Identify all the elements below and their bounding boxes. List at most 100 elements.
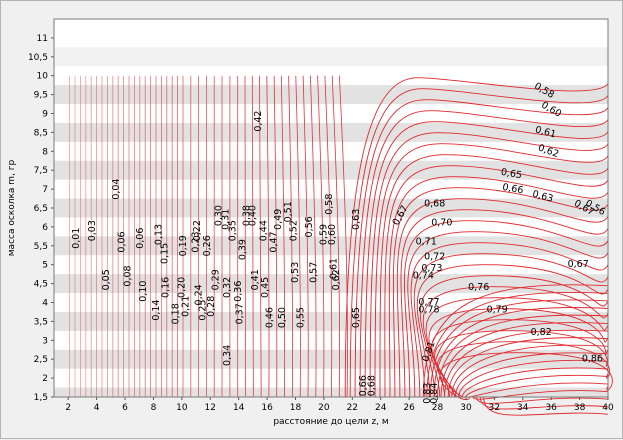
contour-label-text: 0,82 <box>531 327 552 338</box>
contour-line <box>266 75 270 398</box>
y-tick-label: 4 <box>42 299 48 309</box>
contour-label-text: 0,31 <box>220 209 231 230</box>
contour-label: 0,16 <box>161 277 172 298</box>
contour-line <box>416 264 609 398</box>
contour-label: 0,31 <box>220 209 231 230</box>
contour-label: 0,56 <box>304 216 315 237</box>
contour-label: 0,53 <box>290 262 301 283</box>
x-tick-label: 8 <box>151 403 157 413</box>
contour-line <box>354 99 609 398</box>
y-tick-label: 9 <box>42 110 48 120</box>
contour-label-text: 0,19 <box>178 235 189 256</box>
contour-line <box>407 231 609 398</box>
contour-label: 0,29 <box>210 269 221 290</box>
y-tick-label: 7,5 <box>34 166 48 176</box>
contour-line <box>244 75 246 398</box>
contour-lines <box>69 75 613 416</box>
contour-label-text: 0,26 <box>202 235 213 256</box>
contour-label: 0,49 <box>273 209 284 230</box>
contour-line <box>392 187 609 398</box>
contour-label: 0,78 <box>418 305 439 316</box>
contour-label-text: 0,67 <box>568 259 589 270</box>
contour-label-text: 0,66 <box>358 375 369 396</box>
contour-line <box>295 75 301 398</box>
contour-line <box>439 352 613 401</box>
x-tick-label: 4 <box>94 403 100 413</box>
contour-line <box>425 297 609 398</box>
contour-label-text: 0,65 <box>500 167 523 182</box>
contour-label: 0,47 <box>269 231 280 252</box>
contour-label-text: 0,41 <box>250 269 261 290</box>
contour-line <box>433 307 609 398</box>
contour-label-text: 0,79 <box>487 305 508 316</box>
plot-empty-top <box>54 19 608 76</box>
contour-label-text: 0,06 <box>117 231 128 252</box>
contour-label-text: 0,71 <box>416 237 437 248</box>
contour-label: 0,03 <box>87 220 98 241</box>
contour-label: 0,13 <box>154 224 165 245</box>
x-tick-label: 6 <box>122 403 128 413</box>
contour-label: 0,06 <box>135 228 146 249</box>
contour-label: 0,84 <box>429 383 440 404</box>
contour-line <box>384 165 609 398</box>
contour-label-text: 0,52 <box>289 220 300 241</box>
contour-line <box>429 299 609 398</box>
contour-label: 0,06 <box>117 231 128 252</box>
contour-label-text: 0,51 <box>283 201 294 222</box>
contour-label: 0,74 <box>413 271 434 282</box>
grid-band <box>54 160 608 180</box>
contour-label: 0,34 <box>222 345 233 366</box>
contour-label: 0,24 <box>193 284 204 305</box>
contour-line <box>472 390 609 400</box>
contour-label: 0,67 <box>568 259 589 270</box>
contour-line <box>447 337 609 398</box>
contour-label-text: 0,83 <box>422 383 433 404</box>
contour-label: 0,68 <box>367 375 378 396</box>
contour-label-text: 0,25 <box>198 300 209 321</box>
contour-line <box>454 352 609 398</box>
x-tick-label: 10 <box>176 403 188 413</box>
contour-label-text: 0,45 <box>260 277 271 298</box>
contour-label: 0,14 <box>151 300 162 321</box>
contour-label: 0,35 <box>228 220 239 241</box>
contour-line <box>369 132 609 398</box>
contour-line <box>310 75 317 398</box>
contour-label: 0,62 <box>331 269 342 290</box>
y-tick-label: 7 <box>42 185 48 195</box>
contour-line <box>331 75 340 398</box>
contour-line <box>434 330 609 398</box>
contour-label-text: 0,44 <box>259 220 270 241</box>
contour-label: 0,76 <box>468 282 489 293</box>
contour-line <box>396 198 609 398</box>
contour-line <box>437 314 609 398</box>
contour-label-text: 0,18 <box>171 303 182 324</box>
x-tick-label: 12 <box>205 403 216 413</box>
y-tick-label: 2 <box>42 374 48 384</box>
contour-label: 0,30 <box>213 205 224 226</box>
contour-label: 0,63 <box>351 209 362 230</box>
grid-band <box>54 85 608 105</box>
y-axis-ticks: 1,5 2 2,5 3 3,5 4 4,5 5 5,5 6 6,5 7 7,5 8 8,5 9 9,5 10 10,… <box>28 34 54 403</box>
contour-label: 0,73 <box>421 263 442 274</box>
contour-line <box>413 253 609 398</box>
contour-label-text: 0,24 <box>193 284 204 305</box>
contour-label-text: 0,30 <box>213 205 224 226</box>
contour-label: 0,60 <box>327 224 338 245</box>
contour-label-text: 0,47 <box>269 231 280 252</box>
contour-label-text: 0,60 <box>327 224 338 245</box>
x-axis-ticks: 2 4 6 8 10 12 14 16 18 20 22 24 26 28 30 32 34 36 38 40 <box>65 397 614 413</box>
contour-label-text: 0,42 <box>253 111 264 132</box>
contour-label-text: 0,38 <box>242 205 253 226</box>
contour-label-text: 0,20 <box>176 277 187 298</box>
contour-label: 0,01 <box>71 228 82 249</box>
contour-label-text: 0,40 <box>247 205 258 226</box>
contour-line <box>422 286 609 398</box>
y-tick-label: 8 <box>42 147 48 157</box>
contour-line <box>451 344 609 398</box>
contour-label-text: 0,70 <box>431 218 452 229</box>
contour-label: 0,15 <box>159 243 170 264</box>
y-tick-label: 5 <box>42 261 48 271</box>
contour-label: 0,51 <box>283 201 294 222</box>
grid-band <box>54 311 608 331</box>
contour-label-text: 0,86 <box>582 354 603 365</box>
